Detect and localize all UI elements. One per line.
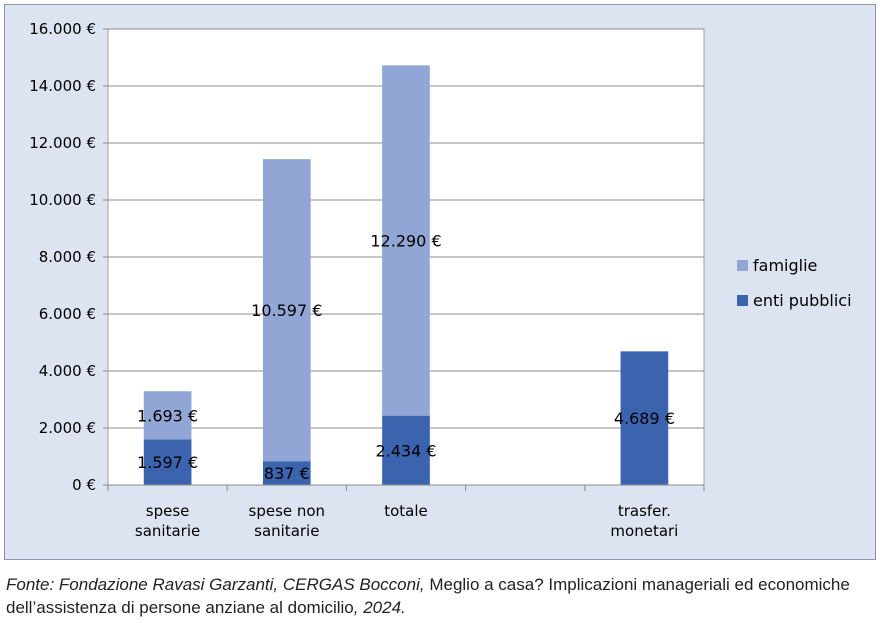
data-label: 12.290 €	[370, 231, 441, 250]
source-suffix: , 2024.	[353, 598, 406, 617]
data-label: 4.689 €	[614, 409, 675, 428]
y-tick-label: 12.000 €	[29, 134, 96, 152]
bar-enti-pubblici	[620, 351, 669, 485]
bar-famiglie	[382, 65, 430, 416]
bar-enti-pubblici	[143, 439, 192, 485]
data-label: 1.693 €	[137, 406, 198, 425]
bar-famiglie	[262, 159, 311, 462]
y-tick-label: 0 €	[72, 476, 96, 494]
x-tick-label: spese non	[249, 502, 326, 520]
x-tick-label: sanitarie	[254, 522, 319, 540]
x-tick-label: spese	[146, 502, 190, 520]
bar-enti-pubblici	[262, 461, 311, 485]
data-labels: 1.597 € 1.693 € 837 € 10.597 € 2.434 € 12.290…	[137, 231, 675, 483]
x-tick-label: trasfer.	[618, 502, 671, 520]
y-tick-label: 4.000 €	[39, 362, 96, 380]
x-tick-label: sanitarie	[135, 522, 200, 540]
y-tick-label: 16.000 €	[29, 20, 96, 38]
data-label: 2.434 €	[375, 441, 436, 460]
legend-swatch	[737, 295, 748, 306]
y-tick-label: 6.000 €	[39, 305, 96, 323]
legend-label: enti pubblici	[753, 291, 852, 310]
bar-enti-pubblici	[382, 415, 430, 485]
y-tick-label: 10.000 €	[29, 191, 96, 209]
bar-famiglie	[143, 391, 192, 440]
data-label: 837 €	[264, 464, 310, 483]
x-axis: spese sanitarie spese non sanitarie totale tr…	[107, 484, 705, 540]
legend-swatch	[737, 260, 748, 271]
data-label: 1.597 €	[137, 453, 198, 472]
x-tick-label: monetari	[610, 522, 678, 540]
y-tick-label: 8.000 €	[39, 248, 96, 266]
y-axis: 0 € 2.000 € 4.000 € 6.000 € 8.000 € 10.000 € 1…	[29, 20, 108, 494]
data-label: 10.597 €	[251, 301, 322, 320]
legend-label: famiglie	[753, 256, 817, 275]
source-note: Fonte: Fondazione Ravasi Garzanti, CERGA…	[6, 573, 876, 619]
bars	[143, 65, 669, 485]
source-prefix: Fonte: Fondazione Ravasi Garzanti, CERGA…	[6, 575, 425, 594]
y-tick-label: 2.000 €	[39, 419, 96, 437]
x-tick-label: totale	[384, 502, 428, 520]
y-tick-label: 14.000 €	[29, 77, 96, 95]
legend: famiglie enti pubblici	[737, 256, 852, 310]
source-title: Meglio a casa? Implicazioni manageriali …	[6, 575, 850, 617]
